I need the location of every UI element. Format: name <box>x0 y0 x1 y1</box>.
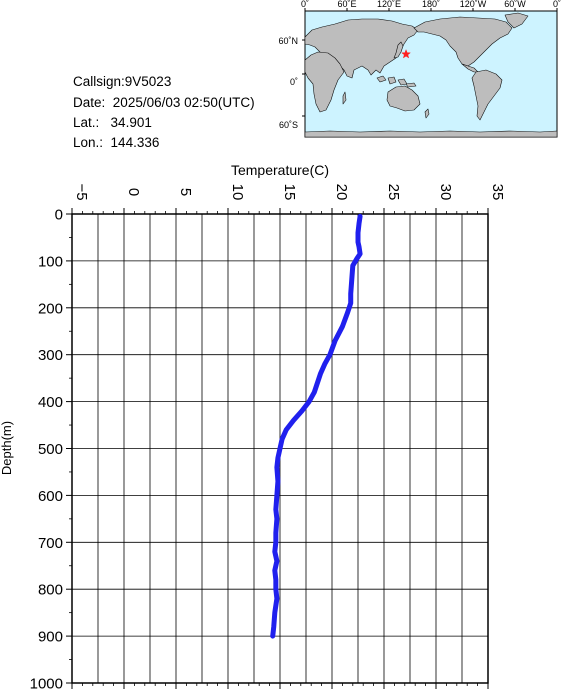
y-tick-label: 300 <box>38 347 63 364</box>
temperature-profile-line <box>270 213 363 639</box>
y-tick-label: 0 <box>55 207 63 224</box>
map-lat-label-0: 0˚ <box>290 77 298 87</box>
map-lon-label-60e: 60˚E <box>337 0 356 9</box>
x-tick-label: 20 <box>333 184 350 201</box>
chart-grid <box>72 214 488 683</box>
y-tick-label: 600 <box>38 488 63 505</box>
x-tick-label: 0 <box>125 188 142 196</box>
map-ticks <box>302 8 558 117</box>
y-tick-label: 400 <box>38 394 63 411</box>
x-tick-label: 35 <box>489 184 506 201</box>
x-tick-label: 5 <box>177 188 194 196</box>
lon-label: Lon.: <box>73 135 104 150</box>
lat-line: Lat.: 34.901 <box>73 115 152 130</box>
x-tick-label: −5 <box>73 183 90 200</box>
callsign-line: Callsign:9V5023 <box>73 74 171 89</box>
map-lon-label-120w: 120˚W <box>460 0 487 9</box>
map-land <box>304 12 558 138</box>
y-tick-label: 900 <box>38 629 63 646</box>
x-tick-label: 25 <box>385 184 402 201</box>
map-lon-label-0: 0˚ <box>301 0 309 9</box>
date-label: Date: <box>73 95 106 110</box>
y-tick-label: 800 <box>38 582 63 599</box>
x-tick-label: 30 <box>437 184 454 201</box>
x-axis-title: Temperature(C) <box>231 162 329 178</box>
date-line: Date: 2025/06/03 02:50(UTC) <box>73 95 255 110</box>
location-star <box>401 49 411 59</box>
y-axis-title: Depth(m) <box>0 421 14 475</box>
x-tick-label: 10 <box>229 184 246 201</box>
lat-label: Lat.: <box>73 115 100 130</box>
date-value: 2025/06/03 02:50(UTC) <box>112 95 255 110</box>
x-tick-label: 15 <box>281 184 298 201</box>
map-lon-label-180: 180˚ <box>422 0 440 9</box>
y-tick-labels: 0 100 200 300 400 500 600 700 800 900 1000 <box>30 207 63 690</box>
map-lat-label-60n: 60˚N <box>278 36 298 46</box>
y-tick-label: 700 <box>38 535 63 552</box>
map-lon-label-60w: 60˚W <box>504 0 526 9</box>
temperature-profile-series <box>270 213 363 639</box>
world-map: 0˚ 60˚E 120˚E 180˚ 120˚W 60˚W 0˚ 60˚N 0˚… <box>278 0 561 138</box>
lon-value: 144.336 <box>110 135 160 150</box>
y-tick-label: 200 <box>38 300 63 317</box>
map-lon-label-360: 0˚ <box>553 0 561 9</box>
plot-frame <box>71 213 489 684</box>
y-tick-label: 1000 <box>30 676 63 690</box>
map-marker <box>401 49 411 59</box>
lon-line: Lon.: 144.336 <box>73 135 159 150</box>
callsign-value: 9V5023 <box>124 74 172 89</box>
temperature-depth-chart: −5 0 5 10 15 20 25 30 35 0 100 200 300 400 500 600 700 8… <box>0 162 506 690</box>
lat-value: 34.901 <box>110 115 152 130</box>
callsign-label: Callsign: <box>73 74 125 89</box>
x-tick-labels: −5 0 5 10 15 20 25 30 35 <box>73 183 506 200</box>
y-tick-label: 100 <box>38 253 63 270</box>
y-tick-label: 500 <box>38 441 63 458</box>
map-lat-label-60s: 60˚S <box>279 120 298 130</box>
map-lon-label-120e: 120˚E <box>377 0 401 9</box>
